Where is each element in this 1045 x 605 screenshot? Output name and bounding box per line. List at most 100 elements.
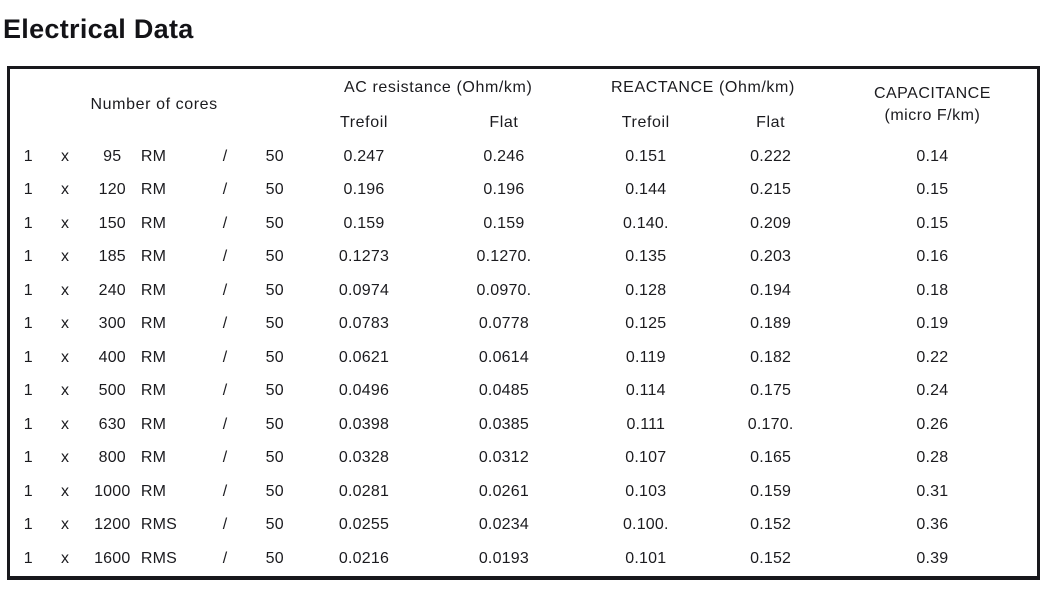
- cell-reactance-trefoil: 0.107: [625, 449, 667, 467]
- cell-cores-area: 50: [265, 281, 284, 299]
- cell-reactance-flat: 0.152: [750, 516, 792, 534]
- cell-cores-slash: /: [222, 214, 228, 232]
- cell-ac-trefoil: 0.0328: [338, 449, 390, 467]
- cell-cores-times: x: [61, 315, 70, 333]
- cell-cores-times: x: [61, 348, 70, 366]
- cell-ac-flat: 0.0261: [478, 482, 529, 500]
- cell-cores-times: x: [61, 516, 70, 534]
- cell-capacitance: 0.18: [916, 281, 949, 299]
- table-row: 1 x 500 RM / 50 0.0496 0.0485 0.114 0.175 0.24: [9, 375, 1039, 409]
- cell-cores-times: x: [61, 147, 70, 165]
- table-row: 1 x 400 RM / 50 0.0621 0.0614 0.119 0.182 0.22: [9, 341, 1039, 375]
- cell-ac-trefoil: 0.0783: [338, 315, 390, 333]
- sub-header-row: Trefoil Flat Trefoil Flat: [9, 106, 1039, 140]
- group-header-row: Number of cores AC resistance (Ohm/km) R…: [9, 68, 1039, 124]
- cell-cores-slash: /: [222, 315, 228, 333]
- cell-cores-slash: /: [222, 449, 228, 467]
- table-row: 1 x 95 RM / 50 0.247 0.246 0.151 0.222 0.14: [9, 140, 1039, 174]
- table-row: 1 x 240 RM / 50 0.0974 0.0970. 0.128 0.194 0.18: [9, 274, 1039, 308]
- cell-reactance-flat: 0.189: [750, 315, 792, 333]
- cell-cores-size: 120: [98, 181, 126, 199]
- cell-cores-area: 50: [265, 348, 284, 366]
- cell-cores-times: x: [61, 382, 70, 400]
- cell-reactance-trefoil: 0.103: [625, 482, 667, 500]
- cell-ac-flat: 0.0193: [478, 549, 529, 567]
- cell-cores-slash: /: [222, 415, 228, 433]
- cell-ac-flat: 0.159: [483, 214, 525, 232]
- cell-reactance-trefoil: 0.101: [625, 549, 667, 567]
- cell-cores-times: x: [61, 181, 70, 199]
- cell-cores-times: x: [61, 549, 70, 567]
- sub-header-reactance-trefoil: Trefoil: [621, 114, 670, 131]
- cell-cores-type: RM: [140, 348, 167, 366]
- cell-cores-type: RM: [140, 214, 167, 232]
- cell-cores-count: 1: [23, 382, 33, 400]
- cell-reactance-flat: 0.182: [750, 348, 792, 366]
- cell-reactance-trefoil: 0.111: [626, 415, 666, 433]
- cell-reactance-flat: 0.159: [750, 482, 792, 500]
- cell-reactance-flat: 0.175: [750, 382, 792, 400]
- cell-cores-times: x: [61, 248, 70, 266]
- cell-cores-count: 1: [23, 281, 33, 299]
- cell-capacitance: 0.19: [916, 315, 949, 333]
- cell-cores-size: 95: [103, 147, 122, 165]
- cell-capacitance: 0.15: [916, 181, 949, 199]
- cell-cores-type: RMS: [140, 516, 177, 534]
- cell-cores-type: RM: [140, 147, 167, 165]
- cell-ac-trefoil: 0.247: [343, 147, 385, 165]
- page-title: Electrical Data: [3, 14, 194, 44]
- cell-ac-flat: 0.0385: [478, 415, 529, 433]
- cell-reactance-flat: 0.215: [750, 181, 792, 199]
- cell-cores-type: RM: [140, 415, 167, 433]
- cell-ac-flat: 0.246: [483, 147, 525, 165]
- cell-cores-count: 1: [23, 449, 33, 467]
- cell-capacitance: 0.15: [916, 214, 949, 232]
- table-row: 1 x 120 RM / 50 0.196 0.196 0.144 0.215 0.15: [9, 174, 1039, 208]
- cell-cores-times: x: [61, 415, 70, 433]
- cell-capacitance: 0.28: [916, 449, 949, 467]
- cell-cores-size: 500: [98, 382, 126, 400]
- cell-cores-size: 240: [98, 281, 126, 299]
- sub-header-ac-flat: Flat: [489, 114, 519, 131]
- cell-cores-count: 1: [23, 549, 33, 567]
- cell-reactance-flat: 0.209: [750, 214, 792, 232]
- cell-cores-times: x: [61, 281, 70, 299]
- cell-reactance-trefoil: 0.140.: [622, 214, 669, 232]
- cell-ac-trefoil: 0.0496: [338, 382, 390, 400]
- table-row: 1 x 800 RM / 50 0.0328 0.0312 0.107 0.165 0.28: [9, 442, 1039, 476]
- cell-cores-area: 50: [265, 248, 284, 266]
- cell-cores-size: 1000: [94, 482, 131, 500]
- cell-cores-slash: /: [222, 482, 228, 500]
- cell-cores-area: 50: [265, 449, 284, 467]
- cell-cores-count: 1: [23, 214, 33, 232]
- cell-cores-slash: /: [222, 248, 228, 266]
- cell-cores-area: 50: [265, 181, 284, 199]
- cell-cores-type: RM: [140, 482, 167, 500]
- cell-capacitance: 0.39: [916, 549, 949, 567]
- cell-reactance-flat: 0.203: [750, 248, 792, 266]
- cell-reactance-trefoil: 0.144: [625, 181, 667, 199]
- cell-cores-size: 800: [98, 449, 126, 467]
- cell-reactance-trefoil: 0.114: [625, 382, 666, 400]
- cell-capacitance: 0.24: [916, 382, 949, 400]
- cell-cores-type: RM: [140, 281, 167, 299]
- cell-cores-type: RM: [140, 449, 167, 467]
- cell-reactance-trefoil: 0.128: [625, 281, 667, 299]
- sub-header-ac-trefoil: Trefoil: [339, 114, 389, 131]
- cell-reactance-trefoil: 0.151: [625, 147, 667, 165]
- cell-reactance-trefoil: 0.119: [625, 348, 666, 366]
- cell-reactance-trefoil: 0.100.: [622, 516, 669, 534]
- table-row: 1 x 185 RM / 50 0.1273 0.1270. 0.135 0.203 0.16: [9, 241, 1039, 275]
- cell-cores-size: 185: [98, 248, 126, 266]
- cell-reactance-flat: 0.170.: [747, 415, 794, 433]
- cell-reactance-trefoil: 0.125: [625, 315, 667, 333]
- cell-cores-size: 400: [98, 348, 126, 366]
- col-header-capacitance: CAPACITANCE (micro F/km): [828, 68, 1039, 141]
- cell-cores-times: x: [61, 482, 70, 500]
- cell-capacitance: 0.22: [916, 348, 949, 366]
- cell-ac-trefoil: 0.1273: [338, 248, 390, 266]
- cell-cores-times: x: [61, 214, 70, 232]
- cell-cores-count: 1: [23, 248, 33, 266]
- cell-cores-area: 50: [265, 382, 284, 400]
